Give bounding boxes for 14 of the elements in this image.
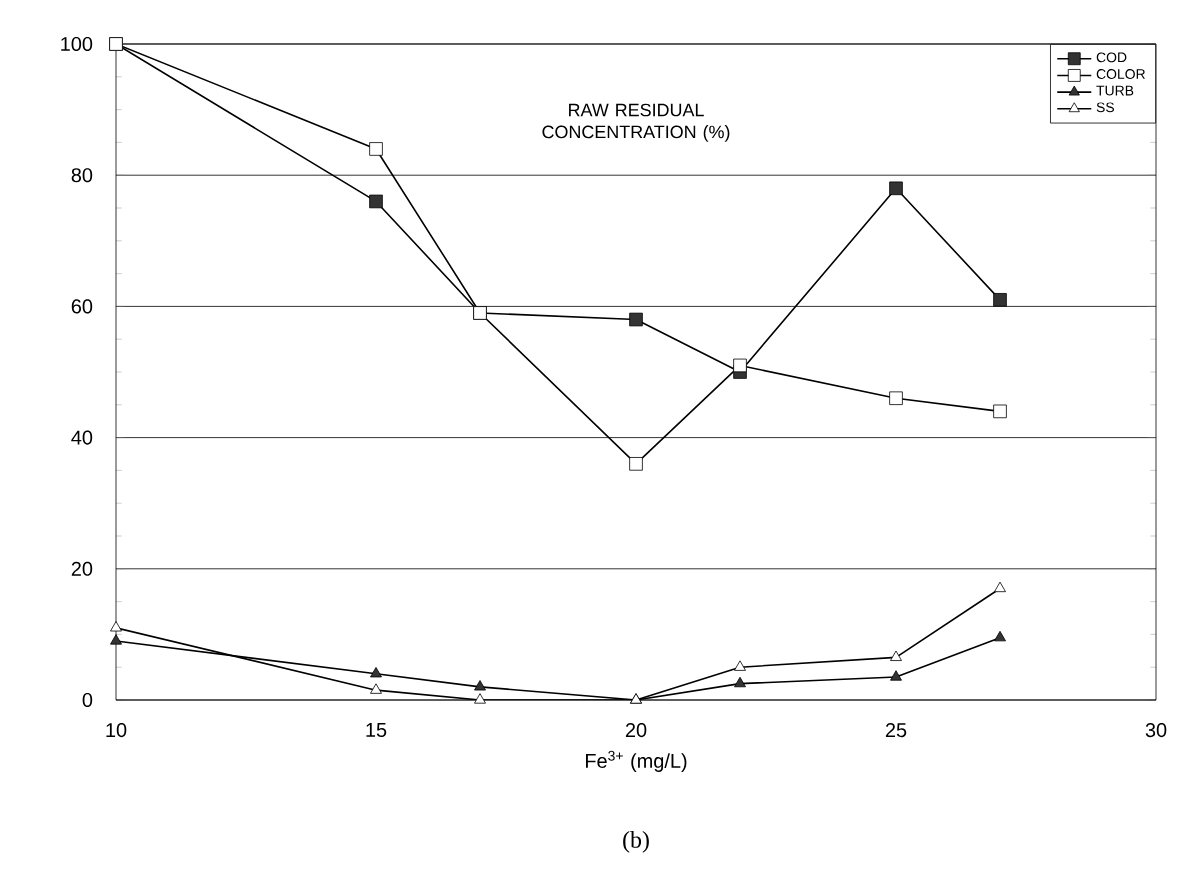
- y-tick-label: 100: [61, 36, 93, 52]
- x-axis-title: Fe$^{3+}$ (mg/L): [586, 750, 687, 772]
- annotation: RAW RESIDUAL CONCENTRATION (%): [542, 103, 730, 142]
- x-tick-label: 30: [1145, 723, 1167, 738]
- y-tick-label: 60: [71, 299, 93, 314]
- y-tick-label: 20: [71, 561, 93, 576]
- x-tick-label: 10: [106, 723, 127, 738]
- y-tick-label: 40: [71, 430, 93, 445]
- text: (b): [623, 831, 649, 853]
- y-tick-label: 0: [82, 692, 93, 708]
- y-tick-label: 80: [71, 168, 93, 183]
- x-tick-label: 15: [366, 723, 387, 737]
- x-tick-label: 20: [625, 723, 647, 738]
- x-tick-label: 25: [885, 723, 907, 738]
